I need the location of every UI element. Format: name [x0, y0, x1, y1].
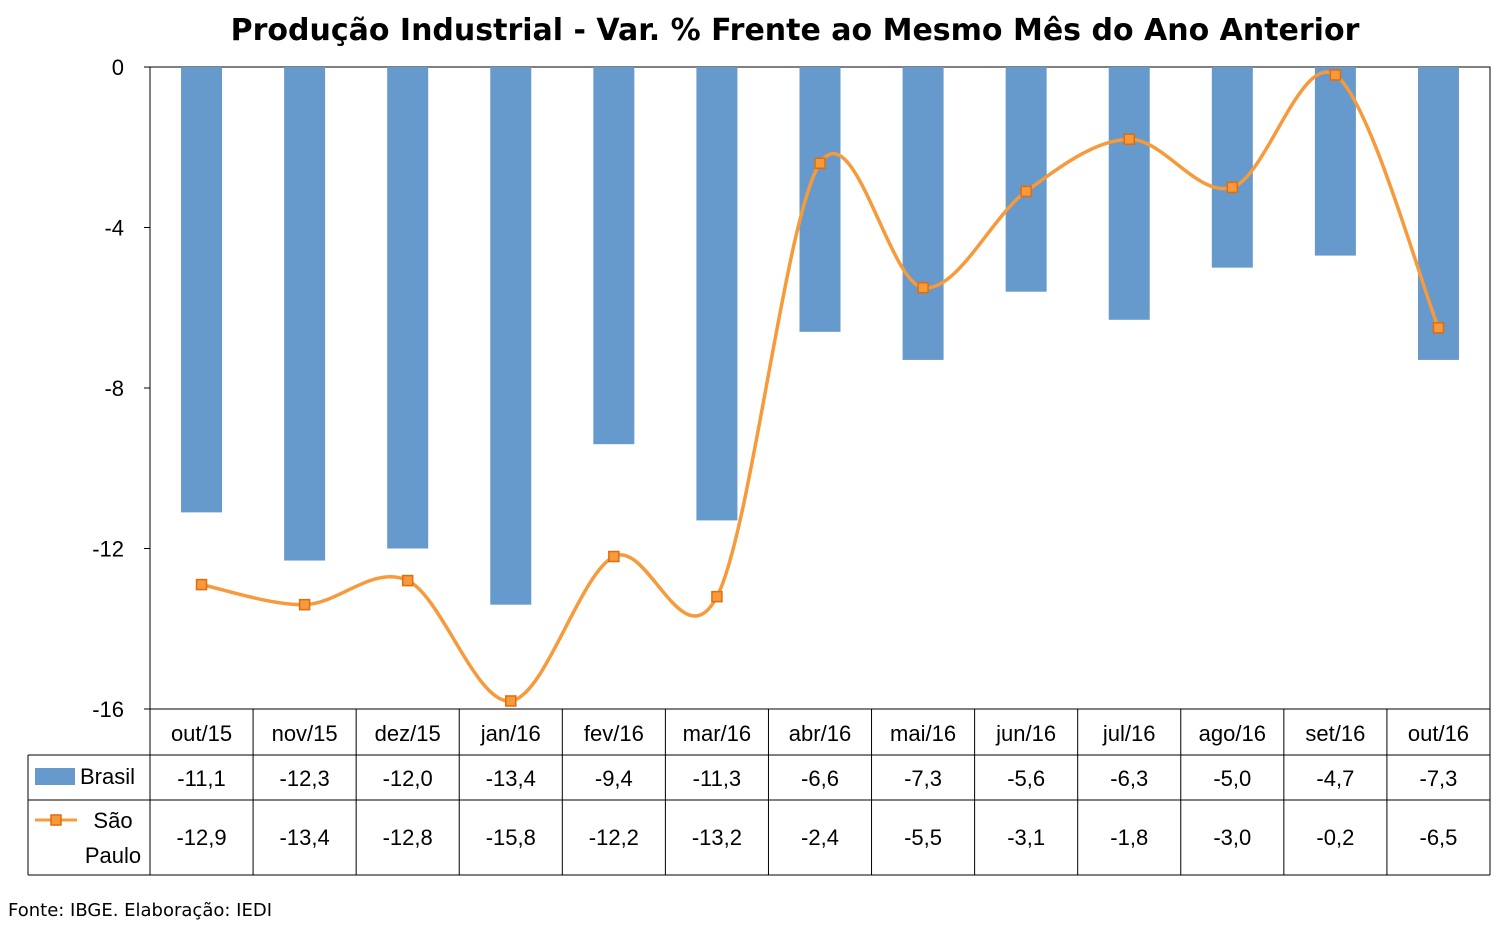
data-label-sao-paulo: -13,4: [280, 825, 330, 850]
marker-sao-paulo: [298, 598, 311, 611]
bar-brasil: [284, 67, 326, 561]
data-label-sao-paulo: -12,8: [383, 825, 433, 850]
data-label-sao-paulo: -5,5: [904, 825, 942, 850]
bar-brasil: [696, 67, 738, 521]
bar-brasil: [593, 67, 635, 445]
y-tick-label: -8: [104, 376, 124, 401]
data-label-brasil: -6,3: [1110, 766, 1148, 791]
data-label-sao-paulo: -3,0: [1213, 825, 1251, 850]
data-label-brasil: -7,3: [904, 766, 942, 791]
data-label-brasil: -11,1: [177, 766, 226, 791]
data-label-brasil: -7,3: [1420, 766, 1458, 791]
legend-key-brasil: [35, 768, 75, 785]
data-label-sao-paulo: -12,9: [176, 825, 226, 850]
bar-brasil: [1211, 67, 1253, 268]
category-label: set/16: [1305, 721, 1365, 746]
data-label-sao-paulo: -3,1: [1007, 825, 1045, 850]
category-label: jul/16: [1102, 721, 1156, 746]
marker-sao-paulo: [814, 157, 826, 170]
category-label: out/15: [171, 721, 232, 746]
category-label: jan/16: [480, 721, 541, 746]
data-label-brasil: -12,3: [280, 766, 330, 791]
chart: Produção Industrial - Var. % Frente ao M…: [27, 13, 1491, 876]
data-label-brasil: -5,6: [1007, 766, 1045, 791]
data-label-sao-paulo: -12,2: [589, 825, 639, 850]
data-label-brasil: -9,4: [595, 766, 633, 791]
bar-brasil: [490, 67, 532, 605]
bar-brasil: [387, 67, 429, 549]
bar-brasil: [1417, 67, 1459, 360]
data-label-sao-paulo: -13,2: [692, 825, 742, 850]
category-label: ago/16: [1199, 721, 1266, 746]
category-label: dez/15: [375, 721, 441, 746]
data-label-sao-paulo: -15,8: [486, 825, 536, 850]
line-sao-paulo: [195, 69, 1445, 707]
category-label: jun/16: [995, 721, 1056, 746]
y-tick-label: -12: [92, 537, 124, 562]
data-label-brasil: -5,0: [1213, 766, 1251, 791]
marker-sao-paulo: [1329, 69, 1342, 81]
marker-sao-paulo: [195, 578, 208, 591]
bars-brasil: [181, 67, 1459, 605]
marker-sao-paulo: [1123, 133, 1135, 145]
y-tick-label: -16: [92, 697, 124, 722]
category-label: abr/16: [789, 721, 851, 746]
marker-sao-paulo: [1020, 185, 1032, 198]
bar-brasil: [902, 67, 944, 360]
bar-brasil: [1108, 67, 1150, 320]
legend-label-sao-paulo-2: Paulo: [85, 843, 141, 868]
legend-label-sao-paulo-1: São: [93, 808, 132, 833]
category-label: nov/15: [272, 721, 338, 746]
marker-sao-paulo: [401, 574, 414, 587]
data-label-brasil: -12,0: [383, 766, 433, 791]
y-tick-label: 0: [112, 55, 124, 80]
category-label: mai/16: [890, 721, 956, 746]
marker-sao-paulo: [1226, 181, 1239, 194]
data-label-brasil: -6,6: [801, 766, 839, 791]
legend-marker-sao-paulo: [50, 814, 62, 826]
data-label-sao-paulo: -1,8: [1110, 825, 1148, 850]
data-label-brasil: -11,3: [693, 766, 742, 791]
category-label: mar/16: [683, 721, 751, 746]
chart-title: Produção Industrial - Var. % Frente ao M…: [231, 13, 1360, 48]
data-label-sao-paulo: -0,2: [1316, 825, 1354, 850]
bar-brasil: [181, 67, 223, 513]
y-axis: 0 -4 -8 -12 -16: [92, 55, 150, 722]
data-label-sao-paulo: -2,4: [801, 825, 839, 850]
marker-sao-paulo: [608, 550, 620, 563]
marker-sao-paulo: [505, 695, 517, 707]
data-label-brasil: -13,4: [486, 766, 536, 791]
marker-sao-paulo: [1432, 322, 1445, 334]
source-note: Fonte: IBGE. Elaboração: IEDI: [8, 900, 273, 921]
data-label-sao-paulo: -6,5: [1420, 825, 1458, 850]
data-table: out/15 nov/15 dez/15 jan/16 fev/16 mar/16 abr/…: [27, 708, 1491, 876]
bar-brasil: [1314, 67, 1356, 256]
line-sao-paulo-path: [201, 70, 1441, 703]
data-label-brasil: -4,7: [1316, 766, 1354, 791]
category-label: out/16: [1408, 721, 1469, 746]
marker-sao-paulo: [711, 590, 723, 603]
legend-label-brasil: Brasil: [80, 764, 135, 789]
category-label: fev/16: [584, 721, 644, 746]
bar-brasil: [1005, 67, 1047, 292]
y-tick-label: -4: [104, 216, 124, 241]
marker-sao-paulo: [917, 281, 929, 294]
